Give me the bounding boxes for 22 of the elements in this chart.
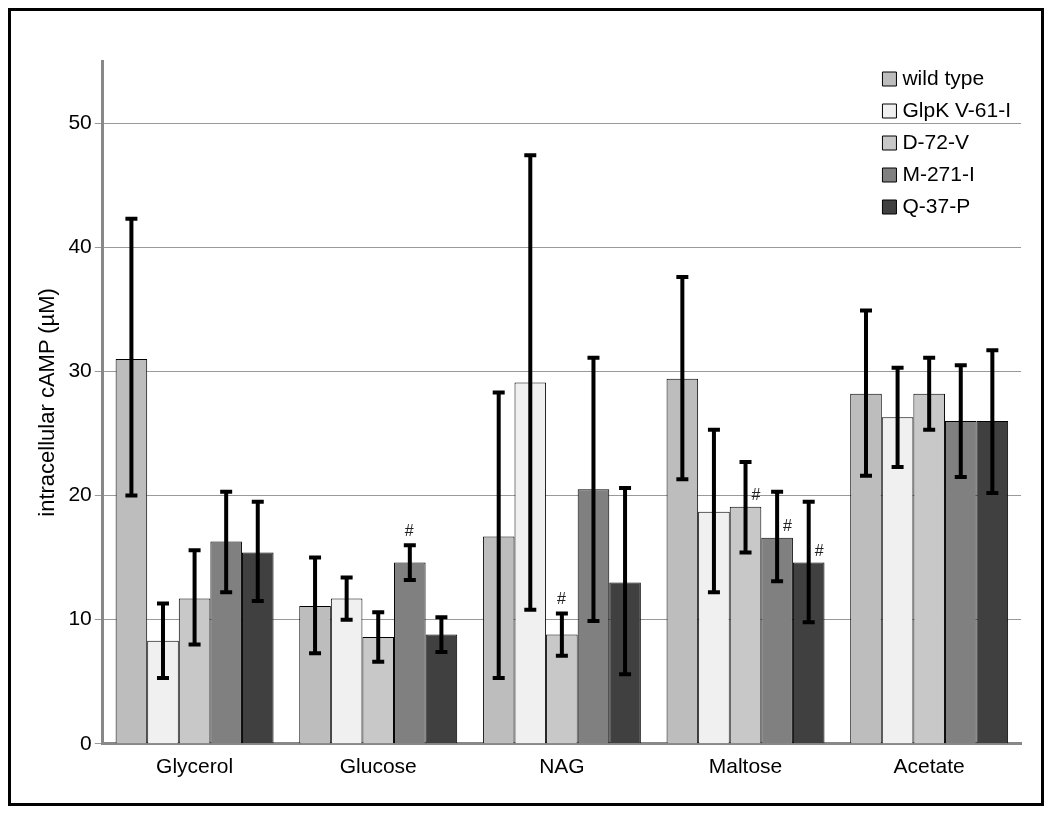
y-tick-label: 40	[68, 234, 92, 258]
x-tick-label: Maltose	[708, 754, 783, 778]
y-axis-title: intracellular cAMP (µM)	[34, 288, 60, 517]
legend-label: wild type	[901, 65, 985, 89]
y-tick-label: 0	[80, 730, 92, 754]
data-label: #	[783, 517, 793, 535]
y-tick-label: 50	[68, 109, 92, 133]
legend-label: D-72-V	[902, 129, 969, 153]
x-tick-label: Acetate	[893, 754, 965, 778]
legend-label: Q-37-P	[902, 193, 971, 217]
y-tick-label: 10	[68, 606, 92, 630]
data-label: #	[814, 541, 824, 559]
y-tick-label: 30	[68, 358, 92, 382]
legend-label: GlpK V-61-I	[902, 97, 1012, 121]
x-tick-label: Glycerol	[156, 754, 234, 778]
data-label: #	[751, 486, 761, 504]
y-tick-label: 20	[68, 482, 92, 506]
x-tick-label: NAG	[539, 754, 585, 778]
legend-label: M-271-I	[902, 161, 975, 185]
x-tick-label: Glucose	[339, 754, 417, 778]
data-label: #	[556, 589, 566, 607]
data-label: #	[404, 521, 414, 539]
